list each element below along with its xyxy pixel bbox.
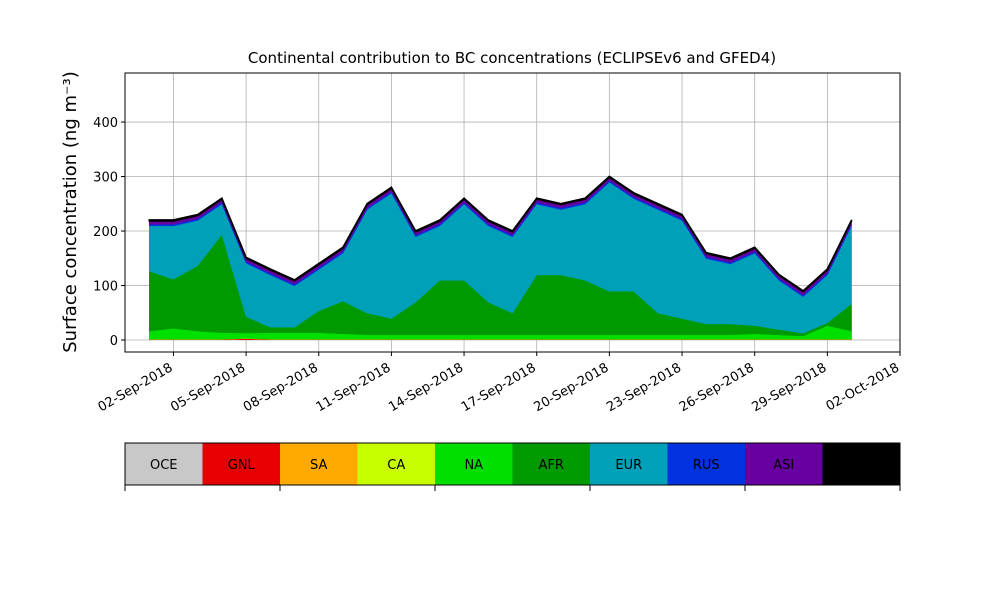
legend-swatch	[125, 443, 203, 485]
legend-label: AUS	[848, 458, 875, 473]
x-tick-label: 11-Sep-2018	[314, 360, 394, 415]
legend-label: SA	[310, 458, 327, 473]
y-tick-label: 400	[93, 116, 118, 131]
x-tick-label: 29-Sep-2018	[750, 360, 830, 415]
legend-swatch	[357, 443, 435, 485]
legend-swatch	[745, 443, 823, 485]
legend-swatch	[590, 443, 668, 485]
x-tick-label: 08-Sep-2018	[241, 360, 321, 415]
legend-swatch	[435, 443, 513, 485]
x-tick-label: 20-Sep-2018	[532, 360, 612, 415]
legend-swatch	[822, 443, 900, 485]
y-tick-label: 300	[93, 171, 118, 186]
y-tick-label: 0	[110, 334, 118, 349]
legend-swatch	[512, 443, 590, 485]
x-tick-label: 05-Sep-2018	[168, 360, 248, 415]
legend-label: OCE	[150, 458, 178, 473]
y-tick-label: 100	[93, 280, 118, 295]
area	[148, 175, 853, 293]
legend-label: RUS	[693, 458, 720, 473]
legend-label: GNL	[228, 458, 256, 473]
x-tick-label: 14-Sep-2018	[386, 360, 466, 415]
legend-swatch	[280, 443, 358, 485]
legend-label: ASI	[773, 458, 794, 473]
x-tick-label: 17-Sep-2018	[459, 360, 539, 415]
plot-frame	[124, 72, 901, 353]
legend-label: AFR	[539, 458, 564, 473]
x-tick-label: 02-Oct-2018	[824, 360, 902, 414]
x-tick-label: 23-Sep-2018	[604, 360, 684, 415]
chart-title: Continental contribution to BC concentra…	[248, 49, 776, 67]
legend-label: CA	[387, 458, 405, 473]
x-tick-label: 02-Sep-2018	[96, 360, 176, 415]
y-axis-label: Surface concentration (ng m⁻³)	[60, 71, 81, 353]
legend-frame	[124, 442, 901, 486]
legend-label: EUR	[615, 458, 642, 473]
legend-label: NA	[464, 458, 483, 473]
legend-swatch	[667, 443, 745, 485]
legend-swatch	[202, 443, 280, 485]
x-tick-label: 26-Sep-2018	[677, 360, 757, 415]
y-tick-label: 200	[93, 225, 118, 240]
